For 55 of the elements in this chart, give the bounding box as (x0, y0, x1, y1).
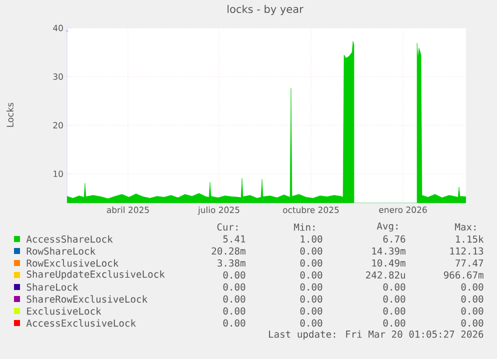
text: 0.00 (223, 283, 246, 291)
text: 112.13 (450, 247, 484, 255)
text: 0.00 (223, 295, 246, 303)
text: 10.49m (372, 259, 406, 267)
text: 0.00 (383, 295, 406, 303)
text: 0.00 (461, 283, 484, 291)
text: 0.00 (300, 271, 322, 279)
x-tick-label: enero 2026 (379, 206, 427, 213)
text: 0.00 (300, 259, 322, 267)
chart-title: locks - by year (228, 4, 304, 16)
y-tick-label: 40 (53, 24, 63, 32)
text: 242.82u (366, 271, 405, 279)
text: Min: (294, 223, 314, 231)
text: Avg: (376, 222, 398, 232)
y-tick-label: 10 (54, 170, 63, 178)
text: 0.00 (383, 307, 406, 315)
legend-label: ShareLock (26, 283, 78, 291)
text: 0.00 (300, 307, 322, 315)
legend-label: RowShareLock (26, 247, 96, 255)
text: 0.00 (461, 295, 484, 303)
text: 20.28m (212, 247, 246, 255)
x-tick-label: julio 2025 (198, 206, 240, 215)
text: Max: (455, 223, 476, 231)
text: 966.67m (444, 271, 484, 279)
text: 0.00 (461, 307, 484, 315)
text: 0.00 (300, 319, 322, 327)
legend-label: ShareUpdateExclusiveLock (26, 270, 165, 280)
text: 1.00 (300, 235, 322, 243)
text: 3.38m (218, 259, 246, 267)
legend-label: AccessShareLock (26, 235, 113, 243)
text: 0.00 (300, 295, 322, 303)
legend-label: RowExclusiveLock (26, 259, 119, 267)
text: 77.47 (456, 260, 484, 266)
y-tick-label: 30 (53, 73, 63, 80)
text: 14.39m (372, 247, 406, 255)
text: 0.00 (461, 319, 484, 327)
text: 0.00 (223, 319, 246, 327)
text: 0.00 (383, 319, 406, 327)
y-tick-label: 20 (53, 122, 63, 128)
text: 6.76 (383, 235, 406, 243)
x-tick-label: octubre 2025 (283, 206, 339, 214)
x-tick-label: abril 2025 (106, 206, 149, 214)
legend-label: ShareRowExclusiveLock (26, 295, 148, 303)
text: 0.00 (223, 271, 246, 279)
text: 0.00 (383, 283, 406, 291)
text: Cur: (217, 223, 238, 231)
text: 1.15k (456, 235, 484, 243)
text: 0.00 (223, 307, 246, 315)
text: 0.00 (300, 247, 322, 255)
text: 5.41 (223, 235, 246, 243)
text: Last update: Fri Mar 20 01:05:27 2026 (269, 330, 484, 340)
legend-label: AccessExclusiveLock (26, 319, 136, 327)
y-axis-title: Locks (6, 102, 14, 127)
text: 0.00 (300, 283, 322, 291)
legend-label: ExclusiveLock (27, 307, 102, 315)
